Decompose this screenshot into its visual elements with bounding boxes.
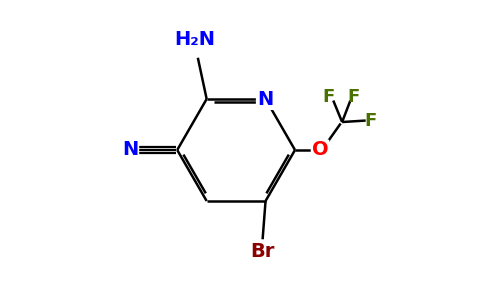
Text: H₂N: H₂N	[174, 30, 215, 49]
Text: F: F	[323, 88, 335, 106]
Text: Br: Br	[250, 242, 275, 261]
Text: F: F	[347, 88, 360, 106]
Text: F: F	[364, 112, 376, 130]
Text: N: N	[257, 89, 273, 109]
Text: N: N	[122, 140, 138, 160]
Text: O: O	[312, 140, 328, 160]
